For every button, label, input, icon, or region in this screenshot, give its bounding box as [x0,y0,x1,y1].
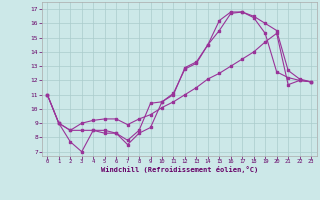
X-axis label: Windchill (Refroidissement éolien,°C): Windchill (Refroidissement éolien,°C) [100,166,258,173]
